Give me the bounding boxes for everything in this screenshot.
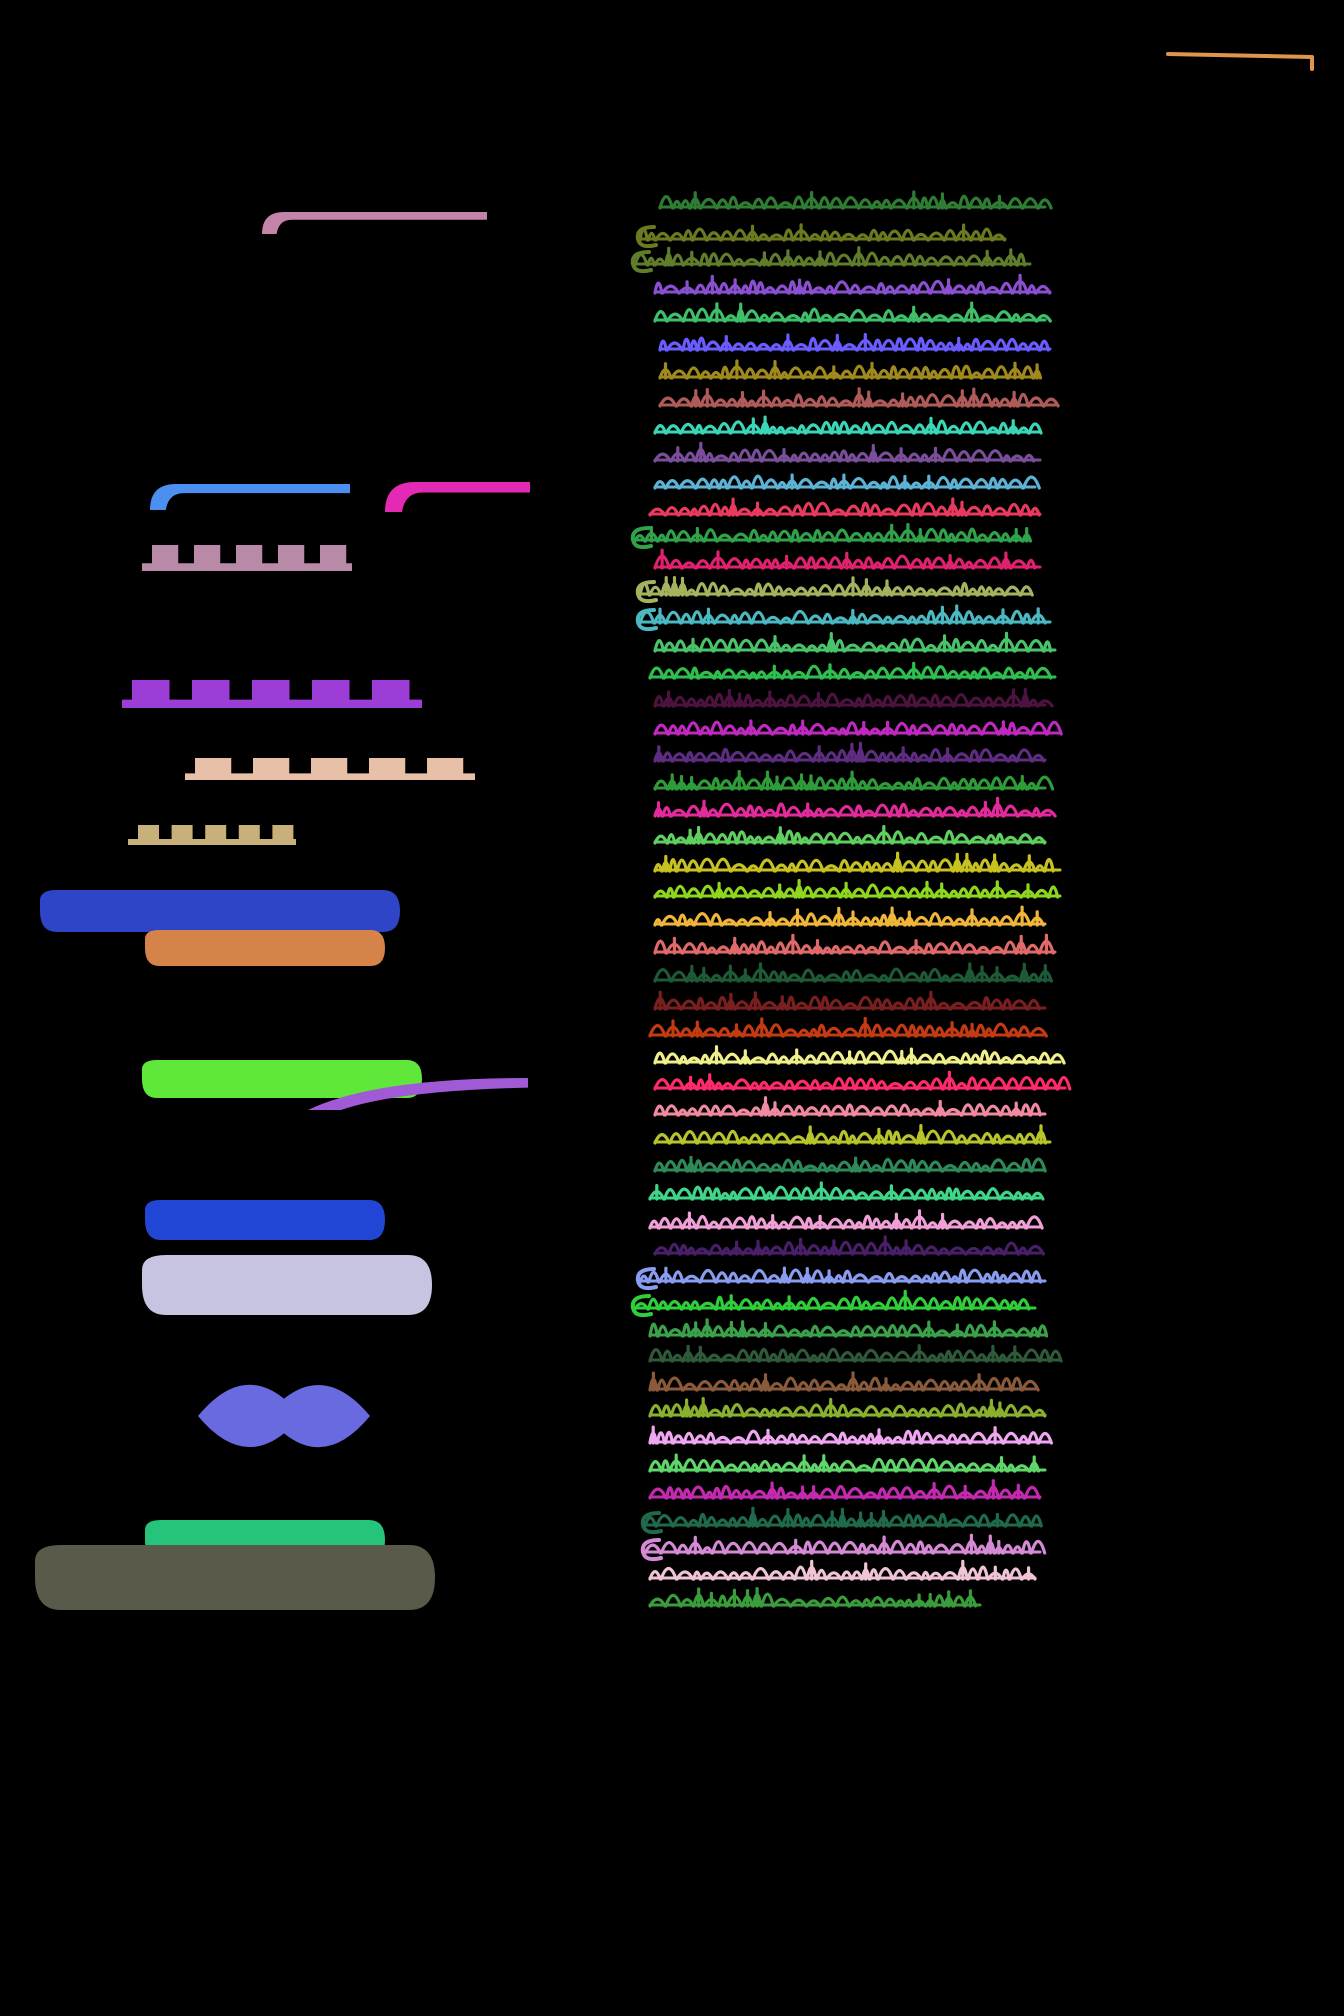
text-line: [640, 1506, 1043, 1535]
text-line: [648, 1371, 1040, 1392]
margin-ornament: [141, 1060, 422, 1098]
corner-stroke: [1166, 52, 1314, 71]
margin-ornament: [308, 1078, 528, 1110]
text-line: [653, 1155, 1047, 1173]
text-line: [653, 273, 1052, 295]
text-line: [653, 905, 1047, 927]
text-line: [653, 769, 1055, 791]
text-line: [653, 990, 1047, 1011]
text-line: [635, 576, 1034, 604]
text-line: [653, 1070, 1072, 1091]
text-line: [653, 548, 1042, 570]
corner-mark: [1166, 52, 1314, 71]
text-line: [658, 190, 1053, 210]
text-line: [653, 1096, 1047, 1117]
text-line: [640, 1533, 1047, 1562]
text-line: [653, 878, 1062, 899]
text-line: [648, 1425, 1053, 1445]
text-line: [658, 332, 1052, 352]
text-line: [630, 1289, 1037, 1318]
text-line: [648, 1453, 1047, 1473]
text-line: [653, 473, 1041, 490]
margin-ornament: [142, 1255, 432, 1315]
text-line: [653, 631, 1057, 653]
text-line: [648, 1479, 1042, 1500]
text-line: [635, 1266, 1047, 1291]
text-line: [648, 497, 1042, 517]
text-line: [653, 741, 1047, 763]
text-line: [630, 523, 1033, 550]
margin-ornament: [122, 680, 422, 708]
margin-ornament: [198, 1384, 370, 1448]
margin-ornament: [128, 825, 296, 845]
text-line: [653, 796, 1057, 818]
text-line: [653, 1045, 1066, 1065]
margin-ornament: [385, 482, 530, 512]
text-line: [635, 223, 1007, 249]
text-line: [648, 1318, 1049, 1338]
text-line: [648, 1344, 1063, 1363]
text-line: [653, 1235, 1045, 1256]
text-line: [653, 415, 1043, 435]
text-line: [653, 719, 1063, 736]
text-line: [653, 824, 1047, 845]
text-line: [653, 441, 1042, 463]
margin-ornament: [144, 930, 385, 966]
text-line: [630, 246, 1032, 274]
text-line: [658, 359, 1043, 380]
margin-ornament: [150, 484, 350, 510]
text-line: [635, 604, 1052, 632]
text-line: [653, 1124, 1052, 1145]
text-line: [653, 301, 1052, 323]
margin-ornament: [262, 212, 487, 234]
text-line: [648, 661, 1057, 680]
text-line: [648, 1559, 1037, 1581]
text-line: [653, 962, 1053, 983]
text-line: [648, 1016, 1048, 1038]
text-column: [630, 190, 1072, 1608]
margin-ornament: [145, 1200, 385, 1240]
margin-ornament: [39, 890, 400, 932]
text-line: [653, 851, 1062, 873]
text-line: [648, 1587, 982, 1608]
text-line: [653, 933, 1057, 955]
margin-ornament: [142, 545, 352, 571]
margin-ornament: [185, 758, 475, 780]
text-line: [648, 1181, 1045, 1201]
text-line: [648, 1397, 1047, 1418]
margin-ornament: [35, 1545, 435, 1610]
text-line: [648, 1209, 1044, 1230]
left-margin-ornaments: [35, 212, 530, 1610]
text-line: [653, 687, 1054, 708]
text-line: [658, 387, 1060, 408]
